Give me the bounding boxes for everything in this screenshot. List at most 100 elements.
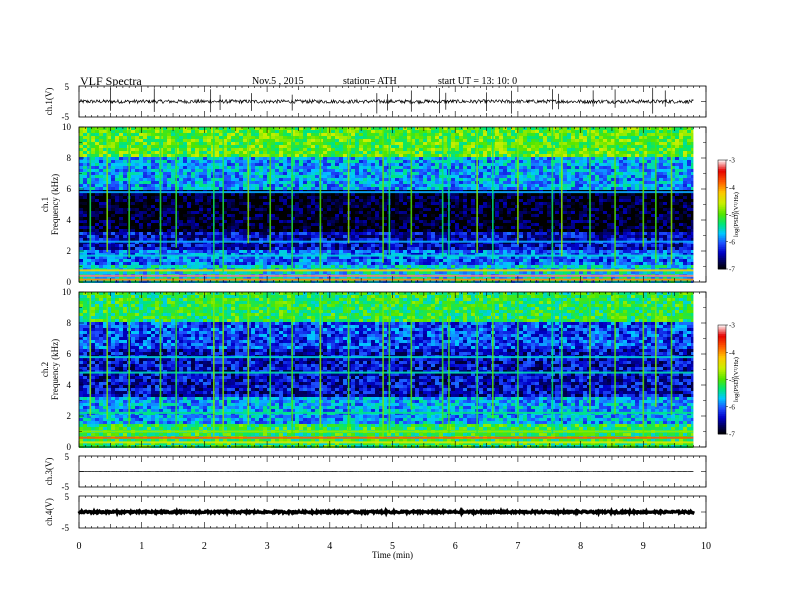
spectrogram-cell [587,193,591,196]
spectrogram-cell [323,175,327,178]
spectrogram-cell [451,178,455,181]
spectrogram-cell [623,184,627,187]
spectrogram-cell [627,211,631,214]
spectrogram-cell [111,145,115,148]
spectrogram-cell [223,208,227,211]
spectrogram-cell [595,160,599,163]
spectrogram-cell [499,127,503,130]
spectrogram-cell [335,157,339,160]
spectrogram-cell [255,172,259,175]
spectrogram-cell [95,187,99,190]
spectrogram-cell [83,199,87,202]
spectrogram-cell [615,172,619,175]
spectrogram-cell [111,172,115,175]
spectrogram-cell [623,142,627,145]
spectrogram-cell [635,130,639,133]
spectrogram-cell [335,193,339,196]
spectrogram-cell [391,136,395,139]
spectrogram-cell [91,127,95,130]
spectrogram-cell [479,127,483,130]
spectrogram-cell [351,214,355,217]
spectrogram-cell [167,163,171,166]
spectrogram-cell [595,142,599,145]
spectrogram-cell [307,142,311,145]
spectrogram-cell [675,154,679,157]
spectrogram-cell [123,184,127,187]
spectrogram-cell [635,148,639,151]
spectrogram-cell [419,214,423,217]
spectrogram-cell [639,181,643,184]
spectrogram-cell [303,187,307,190]
spectrogram-cell [95,127,99,130]
spectrogram-cell [583,199,587,202]
spectrogram-cell [187,202,191,205]
spectrogram-cell [83,184,87,187]
spectrogram-cell [555,178,559,181]
spectrogram-cell [287,154,291,157]
spectrogram-cell [663,193,667,196]
spectrogram-cell [599,154,603,157]
spectrogram-cell [243,202,247,205]
spectrogram-cell [199,142,203,145]
spectrogram-cell [539,208,543,211]
spectrogram-cell [583,175,587,178]
spectrogram-cell [303,148,307,151]
spectrogram-cell [111,160,115,163]
spectrogram-cell [363,184,367,187]
spectrogram-cell [627,133,631,136]
spectrogram-cell [615,181,619,184]
spectrogram-cell [471,205,475,208]
spectrogram-cell [635,139,639,142]
spectrogram-cell [547,208,551,211]
spectrogram-cell [187,133,191,136]
spectrogram-cell [311,145,315,148]
spectrogram-cell [331,208,335,211]
spectrogram-cell [103,130,107,133]
spectrogram-cell [223,169,227,172]
spectrogram-cell [79,148,83,151]
spectrogram-cell [191,166,195,169]
spectrogram-cell [79,160,83,163]
spectrogram-cell [511,199,515,202]
spectrogram-cell [519,172,523,175]
spectrogram-cell [367,196,371,199]
spectrogram-cell [627,205,631,208]
spectrogram-cell [579,205,583,208]
spectrogram-cell [415,205,419,208]
spectrogram-cell [211,202,215,205]
spectrogram-cell [371,136,375,139]
spectrogram-cell [195,157,199,160]
spectrogram-cell [443,133,447,136]
spectrogram-cell [419,184,423,187]
spectrogram-cell [623,163,627,166]
spectrogram-cell [523,172,527,175]
spectrogram-cell [275,193,279,196]
spectrogram-cell [311,193,315,196]
spectrogram-cell [687,145,691,148]
spectrogram-cell [435,214,439,217]
spectrogram-cell [691,169,694,172]
spectrogram-cell [215,169,219,172]
spectrogram-cell [583,154,587,157]
spectrogram-cell [207,178,211,181]
spectrogram-cell [271,127,275,130]
spectrogram-cell [203,193,207,196]
spectrogram-cell [399,214,403,217]
spectrogram-cell [155,202,159,205]
spectrogram-cell [131,157,135,160]
spectrogram-cell [275,130,279,133]
spectrogram-cell [399,136,403,139]
spectrogram-cell [271,217,275,220]
spectrogram-cell [459,202,463,205]
spectrogram-cell [515,181,519,184]
spectrogram-cell [531,136,535,139]
spectrogram-cell [211,151,215,154]
spectrogram-cell [179,214,183,217]
spectrogram-cell [359,211,363,214]
spectrogram-cell [283,199,287,202]
spectrogram-cell [563,202,567,205]
spectrogram-cell [375,139,379,142]
spectrogram-cell [515,208,519,211]
spectrogram-cell [503,172,507,175]
spectrogram-cell [499,139,503,142]
